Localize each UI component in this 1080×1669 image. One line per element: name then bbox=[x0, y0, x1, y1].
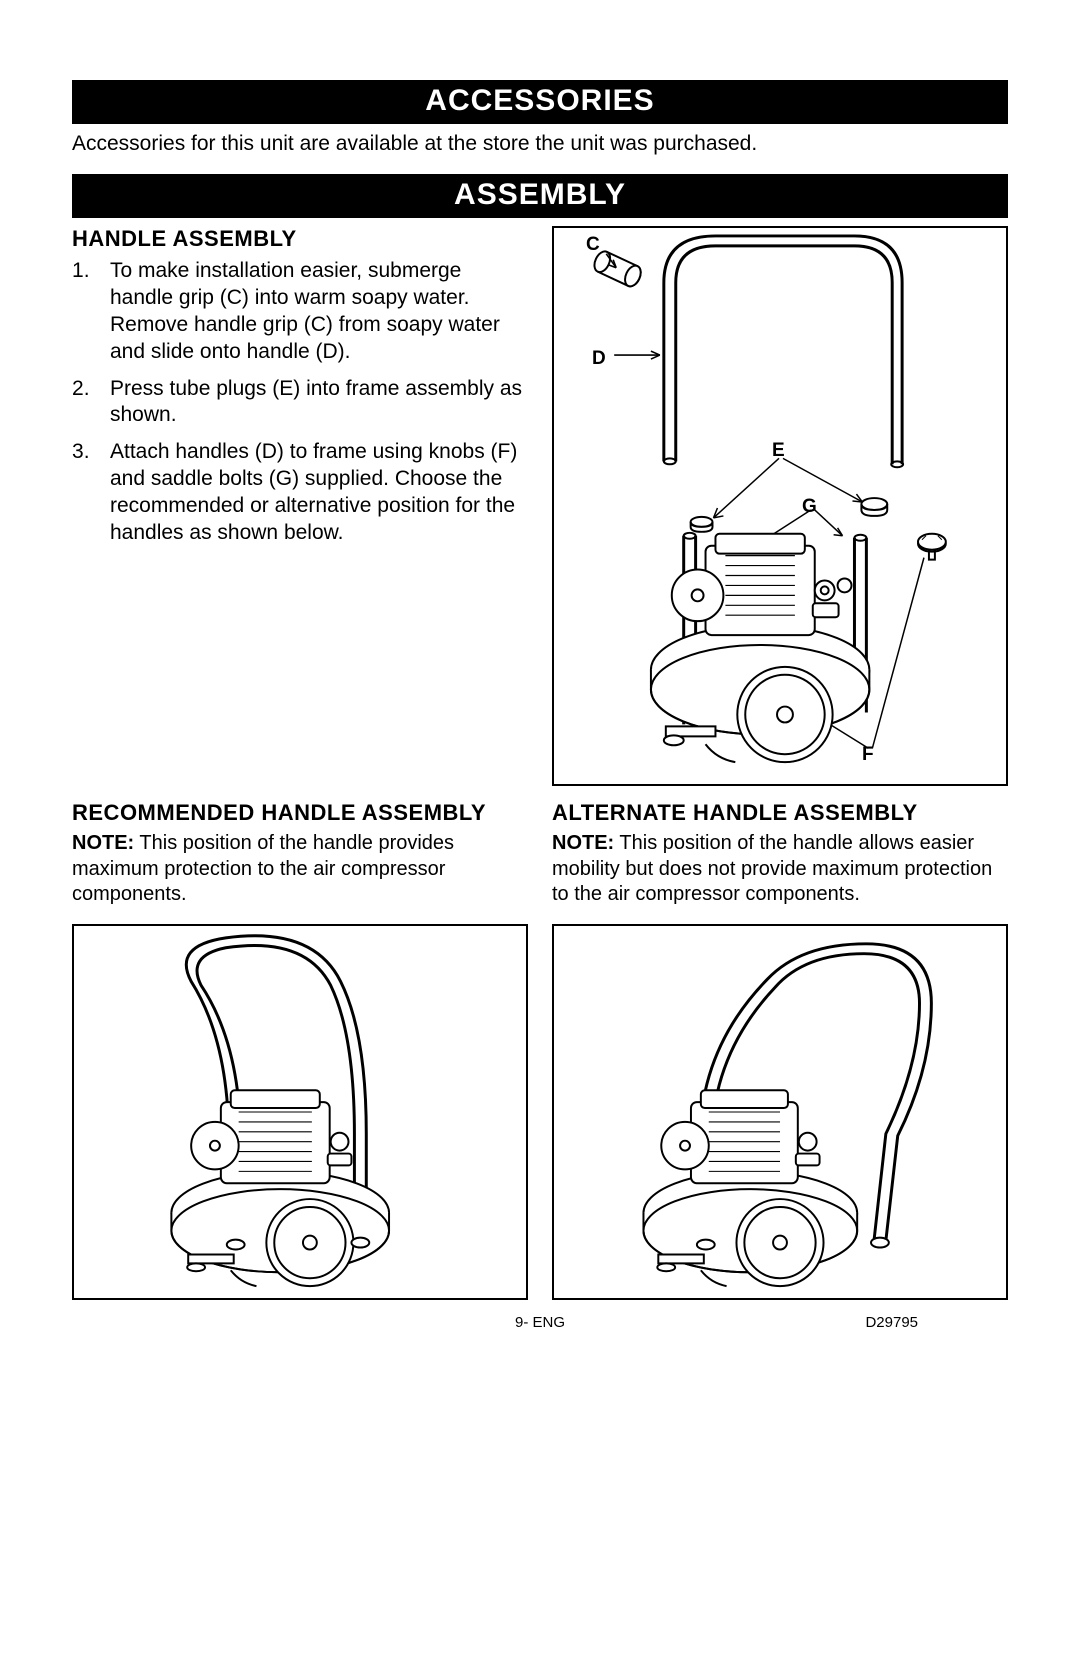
assembly-figure-col: C D E G F bbox=[552, 226, 1008, 786]
alternate-figure-col bbox=[552, 924, 1008, 1300]
main-figure: C D E G F bbox=[552, 226, 1008, 786]
intro-text: Accessories for this unit are available … bbox=[72, 132, 1008, 156]
label-G: G bbox=[802, 496, 817, 518]
footer-docnum: D29795 bbox=[865, 1314, 918, 1331]
alternate-note-label: NOTE: bbox=[552, 832, 614, 854]
recommended-heading: RECOMMENDED HANDLE ASSEMBLY bbox=[72, 800, 528, 825]
alternate-col: ALTERNATE HANDLE ASSEMBLY NOTE: This pos… bbox=[552, 800, 1008, 908]
page: ACCESSORIES Accessories for this unit ar… bbox=[0, 0, 1080, 1371]
handle-assembly-heading: HANDLE ASSEMBLY bbox=[72, 226, 528, 252]
assembly-row: HANDLE ASSEMBLY To make installation eas… bbox=[72, 226, 1008, 786]
recommended-col: RECOMMENDED HANDLE ASSEMBLY NOTE: This p… bbox=[72, 800, 528, 908]
alternate-note: NOTE: This position of the handle allows… bbox=[552, 831, 1008, 908]
assembly-text-col: HANDLE ASSEMBLY To make installation eas… bbox=[72, 226, 528, 786]
label-E: E bbox=[772, 440, 785, 462]
banner-accessories: ACCESSORIES bbox=[72, 80, 1008, 124]
main-figure-svg bbox=[554, 228, 1006, 784]
label-D: D bbox=[592, 348, 606, 370]
options-row: RECOMMENDED HANDLE ASSEMBLY NOTE: This p… bbox=[72, 800, 1008, 908]
alternate-figure-svg bbox=[554, 926, 1006, 1298]
banner-assembly: ASSEMBLY bbox=[72, 174, 1008, 218]
footer: 9- ENG D29795 bbox=[72, 1314, 1008, 1331]
step-2: Press tube plugs (E) into frame assembly… bbox=[110, 376, 528, 430]
recommended-figure-col bbox=[72, 924, 528, 1300]
options-figures-row bbox=[72, 924, 1008, 1300]
step-3: Attach handles (D) to frame using knobs … bbox=[110, 439, 528, 547]
recommended-figure bbox=[72, 924, 528, 1300]
label-C: C bbox=[586, 234, 600, 256]
alternate-heading: ALTERNATE HANDLE ASSEMBLY bbox=[552, 800, 1008, 825]
recommended-note: NOTE: This position of the handle provid… bbox=[72, 831, 528, 908]
alternate-note-text: This position of the handle allows easie… bbox=[552, 832, 992, 905]
footer-page: 9- ENG bbox=[515, 1314, 565, 1331]
step-1: To make installation easier, submerge ha… bbox=[110, 258, 528, 366]
label-F: F bbox=[862, 744, 874, 766]
handle-assembly-steps: To make installation easier, submerge ha… bbox=[72, 258, 528, 547]
recommended-note-label: NOTE: bbox=[72, 832, 134, 854]
recommended-figure-svg bbox=[74, 926, 526, 1298]
alternate-figure bbox=[552, 924, 1008, 1300]
